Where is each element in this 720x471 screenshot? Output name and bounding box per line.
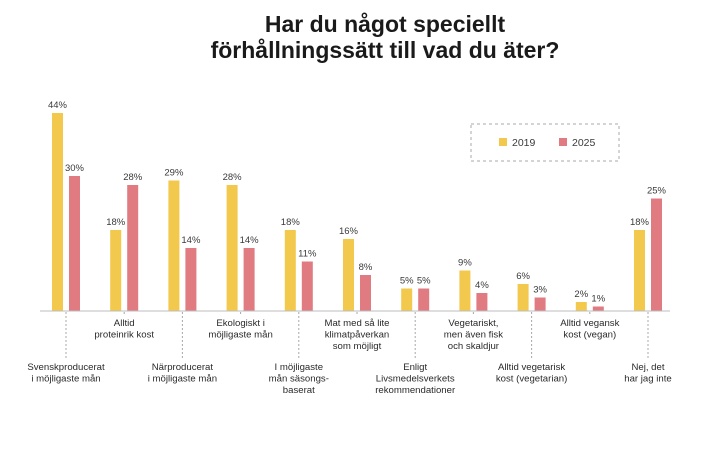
value-label-2025-7: 5%	[417, 276, 431, 287]
category-label-3-line-2: i möjligaste mån	[148, 374, 217, 385]
value-label-2019-10: 2%	[574, 289, 588, 300]
category-label-10-line-2: kost (vegan)	[563, 330, 616, 341]
bar-2019-1	[52, 113, 63, 311]
category-label-11-line-2: har jag inte	[624, 374, 671, 385]
bar-2025-7	[418, 288, 430, 311]
bar-2019-8	[459, 270, 471, 311]
bar-2025-6	[360, 275, 371, 311]
bar-2025-2	[127, 185, 139, 311]
bar-2019-3	[168, 180, 180, 311]
category-label-6-line-1: Mat med så lite	[324, 318, 389, 329]
value-label-2019-6: 16%	[339, 226, 359, 237]
category-label-8-line-1: Vegetariskt,	[448, 318, 498, 329]
value-label-2025-1: 30%	[65, 163, 85, 174]
legend-box	[470, 123, 620, 162]
bar-2019-10	[575, 302, 587, 311]
bars-group	[52, 113, 662, 311]
legend-swatch-2025	[559, 138, 567, 146]
value-label-2025-6: 8%	[359, 262, 373, 273]
value-label-2025-5: 11%	[298, 249, 317, 260]
category-label-3-line-1: Närproducerat	[152, 362, 214, 373]
chart-title-line-1: Har du något speciellt	[265, 11, 506, 37]
value-label-2019-3: 29%	[164, 168, 184, 179]
value-label-2025-9: 3%	[533, 285, 547, 296]
value-labels-group: 44% 30% 18% 28% 29% 14% 28% 14% 18% 11% 16% 8% 5% 5% 9…	[48, 100, 667, 305]
bar-2025-4	[243, 248, 255, 311]
value-label-2019-5: 18%	[281, 217, 301, 228]
bar-2019-4	[226, 185, 238, 311]
category-label-8-line-3: och skaldjur	[448, 341, 500, 352]
bar-2019-6	[343, 239, 354, 311]
value-label-2025-2: 28%	[123, 172, 143, 183]
value-label-2019-4: 28%	[223, 172, 243, 183]
bar-2025-3	[185, 248, 197, 311]
value-label-2025-10: 1%	[591, 294, 605, 305]
category-label-10-line-1: Alltid vegansk	[560, 318, 619, 329]
category-label-5-line-2: mån säsongs-	[269, 374, 329, 385]
legend: 2019 2025	[470, 123, 620, 162]
category-label-1-line-2: i möjligaste mån	[31, 374, 100, 385]
value-label-2019-11: 18%	[630, 217, 650, 228]
bar-2019-7	[401, 288, 413, 311]
legend-label-2019: 2019	[512, 137, 536, 149]
category-label-2-line-2: proteinrik kost	[94, 330, 154, 341]
value-label-2019-9: 6%	[516, 271, 530, 282]
category-label-8-line-2: men även fisk	[444, 330, 503, 341]
chart-title-line-2: förhållningssätt till vad du äter?	[211, 37, 560, 63]
category-label-5-line-1: I möjligaste	[275, 362, 324, 373]
value-label-2025-8: 4%	[475, 280, 489, 291]
bar-2019-2	[110, 230, 122, 311]
value-label-2025-3: 14%	[181, 235, 201, 246]
bar-2025-5	[301, 261, 313, 311]
category-label-2-line-1: Alltid	[114, 318, 135, 329]
category-label-9-line-1: Alltid vegetarisk	[498, 362, 565, 373]
bar-2025-11	[651, 198, 662, 311]
category-label-6-line-3: som möjligt	[333, 341, 382, 352]
value-label-2019-2: 18%	[106, 217, 126, 228]
category-label-6-line-2: klimatpåverkan	[325, 330, 390, 341]
category-label-7-line-3: rekommendationer	[375, 385, 456, 396]
value-label-2019-7: 5%	[400, 276, 414, 287]
bar-2019-9	[517, 284, 529, 311]
bar-2025-1	[69, 176, 80, 311]
value-label-2019-1: 44%	[48, 100, 68, 111]
bar-2025-8	[476, 293, 488, 311]
value-label-2019-8: 9%	[458, 258, 472, 269]
value-label-2025-11: 25%	[647, 186, 667, 197]
legend-swatch-2019	[499, 138, 507, 146]
category-label-9-line-2: kost (vegetarian)	[496, 374, 567, 385]
bar-2019-5	[284, 230, 296, 311]
legend-label-2025: 2025	[572, 137, 596, 149]
value-label-2025-4: 14%	[240, 235, 260, 246]
category-label-1-line-1: Svenskproducerat	[27, 362, 105, 373]
category-label-4-line-1: Ekologiskt i	[216, 318, 265, 329]
bar-2025-9	[534, 297, 546, 311]
category-label-7-line-1: Enligt	[403, 362, 427, 373]
bar-2019-11	[634, 230, 645, 311]
category-label-11-line-1: Nej, det	[631, 362, 664, 373]
category-label-4-line-2: möjligaste mån	[208, 330, 273, 341]
bar-2025-10	[592, 306, 604, 311]
category-label-5-line-3: baserat	[283, 385, 315, 396]
category-label-7-line-2: Livsmedelsverkets	[376, 374, 455, 385]
